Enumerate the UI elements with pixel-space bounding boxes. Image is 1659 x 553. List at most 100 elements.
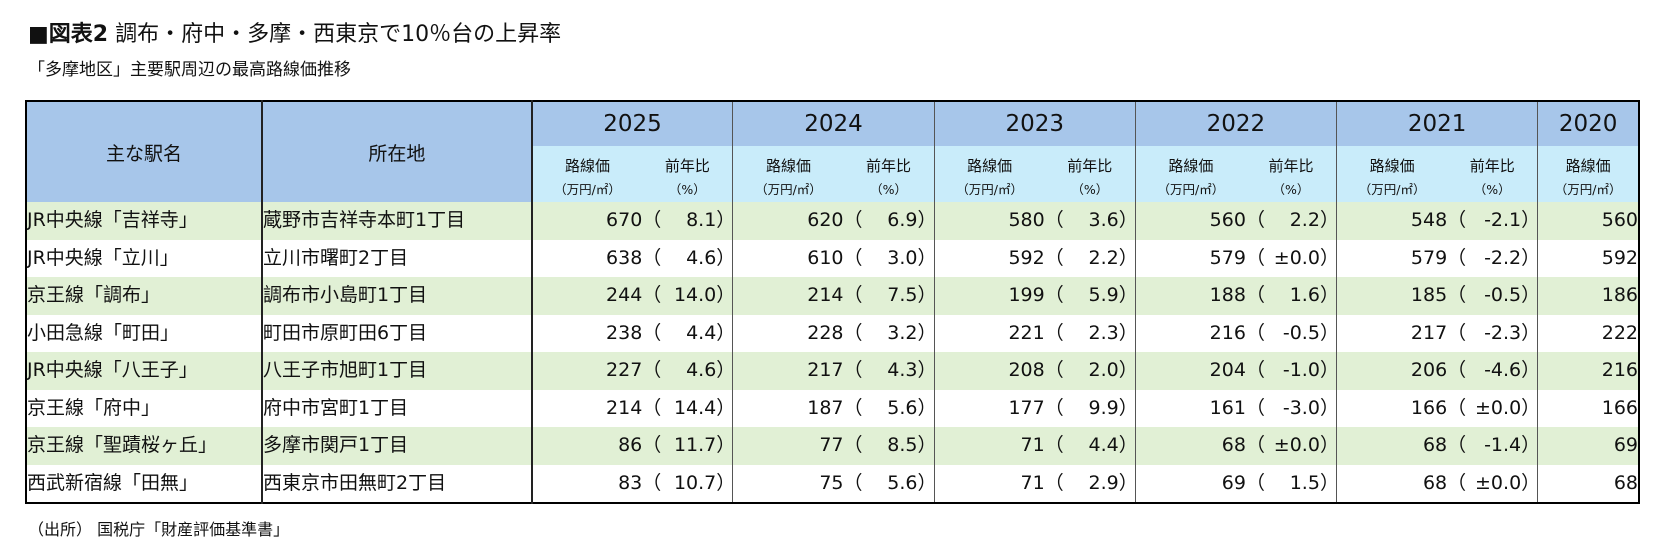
table-row: 小田急線「町田」町田市原町田6丁目238（4.4）228（3.2）221（2.3…: [26, 314, 1639, 353]
change-value: （ 4.4）: [1044, 427, 1136, 465]
change-number: 14.0: [673, 284, 717, 307]
header-price: 路線価 （万円/㎡）: [531, 146, 643, 202]
paren-open: （: [1044, 284, 1064, 307]
station-name: 小田急線「町田」: [26, 314, 263, 352]
change-number: 5.9: [1088, 284, 1119, 307]
change-number: 8.1: [686, 209, 717, 232]
change-value: （ 2.0）: [1044, 352, 1136, 390]
change-value: （ -2.1）: [1447, 202, 1538, 240]
change-value: （ -1.0）: [1245, 352, 1337, 390]
table-header: 主な駅名 所在地 2025 2024 2023 2022 2021 2020 路線価 （万円…: [26, 101, 1639, 202]
paren-close: ）: [918, 352, 935, 389]
paren-close: ）: [1119, 427, 1136, 464]
header-change: 前年比 （%）: [843, 146, 935, 202]
price-2020-value: 186: [1537, 277, 1639, 315]
change-number: 5.6: [887, 471, 918, 494]
paren-open: （: [1447, 246, 1467, 269]
paren-close: ）: [1119, 202, 1136, 239]
change-number: -0.5: [1484, 284, 1522, 307]
header-price-label: 路線価: [1369, 157, 1415, 175]
paren-close: ）: [1320, 352, 1337, 389]
paren-close: ）: [1320, 202, 1337, 239]
station-name: 京王線「府中」: [26, 389, 263, 427]
change-value: （ ±0.0）: [1245, 427, 1337, 465]
change-number: 10.7: [673, 471, 717, 494]
change-number: 8.5: [887, 434, 918, 457]
paren-open: （: [1245, 246, 1265, 269]
paren-close: ）: [1521, 465, 1538, 502]
paren-open: （: [1044, 396, 1064, 419]
figure-title-text: 調布・府中・多摩・西東京で10％台の上昇率: [115, 22, 562, 47]
change-value: （ -1.4）: [1447, 427, 1538, 465]
change-value: （ 14.0）: [642, 277, 733, 315]
paren-close: ）: [1521, 352, 1538, 389]
paren-close: ）: [716, 277, 733, 314]
change-number: 2.3: [1088, 321, 1119, 344]
header-price-label: 路線価: [1168, 157, 1214, 175]
change-number: -4.6: [1484, 359, 1522, 382]
paren-open: （: [1447, 209, 1467, 232]
table-row: JR中央線「立川」立川市曙町2丁目638（4.6）610（3.0）592（2.2…: [26, 239, 1639, 278]
price-value: 214: [531, 389, 643, 427]
header-year: 2025: [531, 101, 733, 146]
paren-open: （: [1245, 359, 1265, 382]
paren-close: ）: [1119, 390, 1136, 427]
change-number: ±0.0: [1273, 434, 1320, 457]
paren-open: （: [1044, 471, 1064, 494]
paren-open: （: [1044, 209, 1064, 232]
location-address: 調布市小島町1丁目: [261, 277, 533, 315]
table-row: 京王線「聖蹟桜ヶ丘」多摩市関戸1丁目86（11.7）77（8.5）71（4.4）…: [26, 427, 1639, 465]
location-address: 町田市原町田6丁目: [261, 314, 533, 352]
change-value: （ 2.2）: [1245, 202, 1337, 240]
station-name: 京王線「聖蹟桜ヶ丘」: [26, 427, 263, 465]
change-value: （ ±0.0）: [1246, 240, 1337, 278]
paren-open: （: [1447, 396, 1467, 419]
price-value: 217: [732, 352, 844, 390]
header-price-label: 路線価: [967, 157, 1013, 175]
change-value: （ 1.5）: [1246, 465, 1337, 504]
price-value: 579: [1134, 239, 1246, 277]
paren-close: ）: [1320, 427, 1337, 464]
change-number: 1.5: [1289, 471, 1320, 494]
station-name: 京王線「調布」: [26, 277, 263, 315]
change-value: （ -2.3）: [1447, 315, 1538, 353]
price-2020-value: 216: [1537, 352, 1639, 390]
change-number: 4.3: [887, 359, 918, 382]
change-number: ±0.0: [1475, 396, 1522, 419]
change-value: （ 8.1）: [642, 202, 733, 240]
change-number: 2.0: [1088, 359, 1119, 382]
price-value: 560: [1134, 202, 1246, 240]
paren-close: ）: [918, 240, 935, 277]
paren-open: （: [642, 434, 662, 457]
station-name: JR中央線「立川」: [26, 239, 263, 277]
change-number: ±0.0: [1475, 471, 1522, 494]
change-value: （ 8.5）: [843, 427, 935, 465]
location-address: 西東京市田無町2丁目: [261, 464, 533, 503]
price-value: 204: [1134, 352, 1246, 390]
paren-close: ）: [716, 202, 733, 239]
paren-close: ）: [918, 390, 935, 427]
paren-close: ）: [1521, 240, 1538, 277]
price-2020-value: 68: [1537, 464, 1639, 503]
price-value: 166: [1336, 389, 1448, 427]
header-location: 所在地: [261, 101, 533, 202]
header-price: 路線価 （万円/㎡）: [1336, 146, 1448, 202]
price-value: 77: [732, 427, 844, 465]
price-value: 228: [732, 314, 844, 352]
figure-title: ■図表2 調布・府中・多摩・西東京で10％台の上昇率: [28, 20, 561, 50]
year-header-row: 主な駅名 所在地 2025 2024 2023 2022 2021 2020: [26, 101, 1639, 202]
location-address: 府中市宮町1丁目: [261, 389, 533, 427]
price-2020-value: 166: [1537, 389, 1639, 427]
change-number: 4.4: [1088, 434, 1119, 457]
price-value: 579: [1336, 239, 1448, 277]
change-number: 2.9: [1088, 471, 1119, 494]
price-value: 221: [933, 314, 1045, 352]
change-value: （ 6.9）: [843, 202, 935, 240]
change-number: 4.6: [686, 359, 717, 382]
change-value: （ 9.9）: [1045, 390, 1136, 428]
price-value: 638: [531, 239, 643, 277]
table-row: 京王線「府中」府中市宮町1丁目214（14.4）187（5.6）177（9.9）…: [26, 389, 1639, 428]
change-value: （ ±0.0）: [1447, 390, 1538, 428]
paren-open: （: [1447, 284, 1467, 307]
header-change-unit: （%）: [870, 182, 907, 197]
